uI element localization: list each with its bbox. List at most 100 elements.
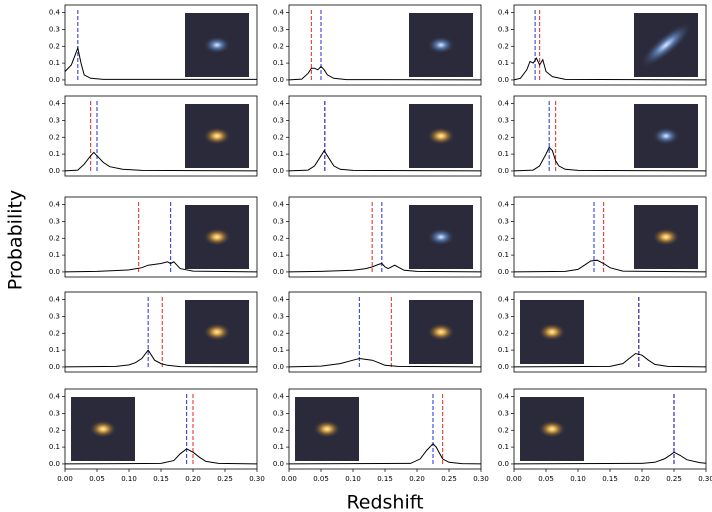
- y-tick-label: 0.2: [49, 133, 60, 141]
- x-tick-label: 0.20: [634, 475, 650, 483]
- galaxy-glow: [203, 127, 231, 145]
- plot-frame: [288, 4, 482, 86]
- y-tick-label: 0.0: [498, 167, 509, 175]
- y-tick-label: 0.1: [273, 251, 284, 259]
- y-tick-label: 0.2: [498, 426, 509, 434]
- plot-frame: [513, 95, 707, 177]
- y-tick-label: 0.2: [273, 133, 284, 141]
- x-tick-label: 0.10: [121, 475, 137, 483]
- y-tick-label: 0.4: [49, 393, 61, 401]
- plot-frame: [288, 196, 482, 278]
- y-tick-label: 0.3: [49, 217, 60, 225]
- y-tick-label: 0.0: [498, 363, 509, 371]
- x-tick-label: 0.20: [409, 475, 425, 483]
- y-tick-label: 0.4: [273, 393, 285, 401]
- galaxy-glow: [203, 323, 231, 341]
- y-tick-label: 0.4: [273, 201, 285, 209]
- plot-frame: [513, 4, 707, 86]
- y-tick-label: 0.3: [49, 25, 60, 33]
- pdf-curve: [513, 146, 707, 172]
- pdf-curve: [288, 149, 482, 172]
- y-tick-label: 0.0: [273, 167, 284, 175]
- x-tick-label: 0.05: [89, 475, 105, 483]
- y-tick-label: 0.2: [49, 42, 60, 50]
- y-tick-label: 0.0: [49, 460, 60, 468]
- x-tick-label: 0.00: [57, 475, 73, 483]
- y-tick-label: 0.4: [273, 100, 285, 108]
- x-tick-label: 0.25: [666, 475, 682, 483]
- galaxy-glow: [313, 420, 341, 438]
- y-tick-label: 0.1: [498, 443, 509, 451]
- y-tick-label: 0.3: [498, 312, 509, 320]
- y-tick-label: 0.3: [273, 217, 284, 225]
- galaxy-glow: [203, 36, 231, 54]
- pdf-curve: [64, 261, 258, 273]
- y-tick-label: 0.4: [49, 9, 61, 17]
- pdf-curve: [288, 442, 482, 465]
- plot-frame: [288, 95, 482, 177]
- y-tick-label: 0.3: [498, 116, 509, 124]
- y-tick-label: 0.3: [273, 116, 284, 124]
- y-tick-label: 0.2: [49, 329, 60, 337]
- pdf-curve: [513, 451, 707, 465]
- y-tick-label: 0.1: [49, 443, 60, 451]
- pdf-curve: [513, 57, 707, 81]
- y-tick-label: 0.4: [498, 296, 510, 304]
- galaxy-glow: [89, 420, 117, 438]
- y-tick-label: 0.4: [498, 100, 510, 108]
- galaxy-glow: [538, 323, 566, 341]
- pdf-curve: [64, 448, 258, 465]
- y-tick-label: 0.0: [49, 363, 60, 371]
- y-tick-label: 0.0: [49, 167, 60, 175]
- plot-frame: [288, 291, 482, 373]
- plot-frame: [64, 4, 258, 86]
- y-tick-label: 0.0: [273, 460, 284, 468]
- y-tick-label: 0.3: [498, 217, 509, 225]
- x-tick-label: 0.25: [217, 475, 233, 483]
- y-tick-label: 0.0: [49, 268, 60, 276]
- y-tick-label: 0.1: [273, 443, 284, 451]
- x-tick-label: 0.25: [441, 475, 457, 483]
- y-tick-label: 0.1: [49, 150, 60, 158]
- y-tick-label: 0.4: [273, 9, 285, 17]
- x-tick-label: 0.15: [377, 475, 393, 483]
- y-tick-label: 0.2: [49, 426, 60, 434]
- y-axis-label: Probability: [5, 190, 27, 290]
- y-tick-label: 0.3: [498, 409, 509, 417]
- x-tick-label: 0.00: [506, 475, 522, 483]
- y-tick-label: 0.4: [273, 296, 285, 304]
- galaxy-glow: [427, 36, 455, 54]
- pdf-curve: [64, 349, 258, 368]
- plot-frame: [513, 196, 707, 278]
- y-tick-label: 0.4: [498, 393, 510, 401]
- y-tick-label: 0.0: [498, 460, 509, 468]
- y-tick-label: 0.4: [498, 9, 510, 17]
- y-tick-label: 0.2: [49, 234, 60, 242]
- x-tick-label: 0.10: [570, 475, 586, 483]
- galaxy-glow: [427, 323, 455, 341]
- y-tick-label: 0.2: [273, 234, 284, 242]
- y-tick-label: 0.1: [498, 59, 509, 67]
- x-tick-label: 0.05: [538, 475, 554, 483]
- y-tick-label: 0.2: [273, 42, 284, 50]
- y-tick-label: 0.2: [273, 426, 284, 434]
- plot-frame: [513, 291, 707, 373]
- x-tick-label: 0.20: [185, 475, 201, 483]
- pdf-curve: [288, 357, 482, 368]
- y-tick-label: 0.1: [49, 59, 60, 67]
- y-tick-label: 0.4: [498, 201, 510, 209]
- plot-frame: [64, 291, 258, 373]
- x-tick-label: 0.15: [153, 475, 169, 483]
- plot-frame: [64, 196, 258, 278]
- pdf-curve: [288, 65, 482, 81]
- y-tick-label: 0.2: [498, 42, 509, 50]
- y-tick-label: 0.1: [273, 346, 284, 354]
- pdf-curve: [64, 46, 257, 80]
- y-tick-label: 0.3: [273, 312, 284, 320]
- x-tick-label: 0.00: [281, 475, 297, 483]
- y-tick-label: 0.0: [498, 76, 509, 84]
- y-tick-label: 0.3: [273, 25, 284, 33]
- y-tick-label: 0.0: [49, 76, 60, 84]
- x-tick-label: 0.30: [698, 475, 712, 483]
